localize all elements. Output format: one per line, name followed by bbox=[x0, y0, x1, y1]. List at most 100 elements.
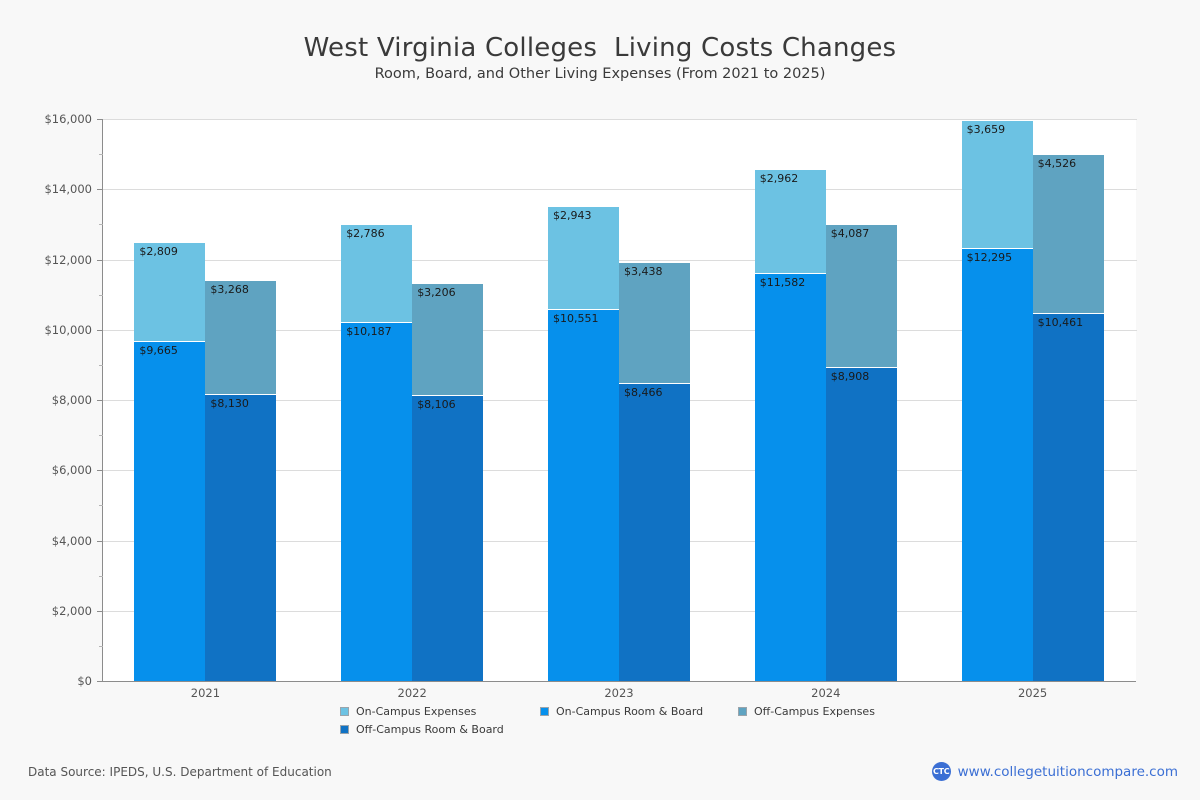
legend-item-off-campus-expenses[interactable]: Off-Campus Expenses bbox=[738, 702, 875, 720]
y-axis-label: $0 bbox=[77, 674, 92, 688]
legend-item-off-campus-room-board[interactable]: Off-Campus Room & Board bbox=[340, 720, 504, 738]
y-tick-minor bbox=[99, 294, 103, 296]
bar-segment-off-campus-room-board-2023[interactable]: $8,466 bbox=[619, 383, 690, 681]
legend-swatch-icon bbox=[340, 724, 349, 734]
brand-url-link[interactable]: www.collegetuitioncompare.com bbox=[957, 763, 1178, 780]
y-tick-major bbox=[97, 540, 103, 542]
bar-segment-on-campus-expenses-2024[interactable]: $2,962 bbox=[754, 170, 826, 275]
bar-value-label: $10,187 bbox=[346, 325, 392, 339]
ctc-logo-icon: CTC bbox=[931, 762, 951, 781]
bar-value-label: $3,438 bbox=[624, 264, 663, 278]
page-title: West Virginia Colleges Living Costs Chan… bbox=[303, 33, 897, 63]
x-axis-label-2023: 2023 bbox=[604, 686, 634, 700]
y-tick-major bbox=[97, 259, 103, 261]
y-tick-major bbox=[97, 329, 103, 331]
y-tick-minor bbox=[99, 505, 103, 507]
y-axis-label: $16,000 bbox=[44, 112, 92, 126]
data-source-note: Data Source: IPEDS, U.S. Department of E… bbox=[28, 765, 332, 779]
bar-group-2025: $12,295 $3,659 $10,461 $4,526 bbox=[961, 119, 1104, 681]
y-tick-major bbox=[97, 610, 103, 612]
x-axis-label-2024: 2024 bbox=[811, 686, 841, 700]
bar-segment-on-campus-room-board-2022[interactable]: $10,187 bbox=[341, 323, 413, 681]
y-tick-minor bbox=[99, 575, 103, 577]
y-tick-minor bbox=[99, 154, 103, 156]
bars-layer: $9,665 $2,809 $8,130 $3,268 $10,187 $2,786 $8,… bbox=[102, 119, 1136, 681]
bar-value-label: $3,659 bbox=[966, 122, 1006, 136]
y-tick-major bbox=[97, 400, 103, 401]
y-axis-label: $14,000 bbox=[44, 182, 92, 197]
bar-segment-off-campus-room-board-2024[interactable]: $8,908 bbox=[825, 368, 897, 681]
legend-label: On-Campus Room & Board bbox=[556, 704, 704, 718]
bar-segment-on-campus-expenses-2023[interactable]: $2,943 bbox=[548, 207, 619, 311]
bar-value-label: $2,962 bbox=[759, 172, 799, 186]
bar-value-label: $8,106 bbox=[417, 398, 456, 412]
legend-label: Off-Campus Room & Board bbox=[356, 722, 504, 736]
bar-value-label: $8,466 bbox=[624, 385, 663, 399]
x-axis-label-2025: 2025 bbox=[1017, 686, 1048, 700]
y-tick-major bbox=[97, 470, 103, 472]
bar-value-label: $12,295 bbox=[966, 251, 1013, 265]
legend-item-on-campus-expenses[interactable]: On-Campus Expenses bbox=[340, 702, 476, 720]
bar-segment-off-campus-expenses-2024[interactable]: $4,087 bbox=[825, 224, 897, 369]
y-axis-label: $8,000 bbox=[51, 393, 92, 407]
bar-segment-off-campus-room-board-2025[interactable]: $10,461 bbox=[1032, 313, 1104, 681]
bar-segment-on-campus-room-board-2023[interactable]: $10,551 bbox=[548, 310, 619, 681]
bar-segment-off-campus-room-board-2021[interactable]: $8,130 bbox=[205, 395, 277, 681]
y-axis-label: $10,000 bbox=[44, 322, 92, 337]
y-axis-label: $2,000 bbox=[51, 603, 92, 618]
y-tick-major bbox=[97, 189, 103, 191]
bar-value-label: $4,526 bbox=[1037, 156, 1077, 170]
y-tick-minor bbox=[99, 224, 103, 226]
y-gridline bbox=[103, 189, 1137, 191]
y-tick-minor bbox=[99, 364, 103, 366]
bar-value-label: $2,943 bbox=[553, 209, 592, 223]
bar-value-label: $8,908 bbox=[830, 370, 870, 384]
chart-legend: On-Campus Expenses On-Campus Room & Board… bbox=[340, 702, 880, 738]
bar-segment-off-campus-expenses-2023[interactable]: $3,438 bbox=[619, 262, 690, 384]
bar-value-label: $10,551 bbox=[553, 312, 599, 326]
bar-group-2023: $10,551 $2,943 $8,466 $3,438 bbox=[548, 119, 690, 681]
legend-row: On-Campus Expenses On-Campus Room & Board… bbox=[340, 702, 880, 720]
bar-segment-on-campus-expenses-2021[interactable]: $2,809 bbox=[134, 242, 206, 342]
y-tick-minor bbox=[99, 645, 103, 647]
y-gridline bbox=[103, 259, 1137, 261]
legend-swatch-icon bbox=[738, 706, 747, 716]
bar-segment-off-campus-expenses-2021[interactable]: $3,268 bbox=[205, 280, 277, 396]
y-tick-major bbox=[97, 681, 103, 682]
y-axis-label: $4,000 bbox=[51, 533, 92, 548]
bar-value-label: $4,087 bbox=[830, 226, 870, 240]
bar-segment-off-campus-room-board-2022[interactable]: $8,106 bbox=[412, 396, 484, 681]
legend-swatch-icon bbox=[340, 706, 349, 716]
bar-group-2021: $9,665 $2,809 $8,130 $3,268 bbox=[134, 119, 277, 681]
x-axis-line bbox=[102, 681, 1136, 682]
legend-label: Off-Campus Expenses bbox=[754, 704, 875, 718]
brand-footer[interactable]: CTC www.collegetuitioncompare.com bbox=[931, 762, 1178, 781]
bar-segment-off-campus-expenses-2025[interactable]: $4,526 bbox=[1032, 154, 1104, 314]
x-axis-label-2022: 2022 bbox=[397, 686, 427, 700]
legend-swatch-icon bbox=[540, 706, 549, 716]
bar-value-label: $9,665 bbox=[139, 343, 178, 357]
legend-row: Off-Campus Room & Board bbox=[340, 720, 880, 738]
y-axis-label: $12,000 bbox=[44, 252, 92, 267]
y-gridline bbox=[103, 119, 1137, 120]
y-axis-label: $6,000 bbox=[51, 463, 92, 478]
y-tick-minor bbox=[99, 435, 103, 437]
legend-item-on-campus-room-board[interactable]: On-Campus Room & Board bbox=[540, 702, 703, 720]
bar-value-label: $3,206 bbox=[417, 285, 456, 299]
bar-value-label: $8,130 bbox=[210, 397, 249, 411]
bar-segment-on-campus-room-board-2024[interactable]: $11,582 bbox=[754, 274, 826, 681]
bar-segment-on-campus-room-board-2025[interactable]: $12,295 bbox=[961, 249, 1033, 681]
bar-value-label: $3,268 bbox=[210, 282, 249, 296]
y-tick-major bbox=[97, 119, 103, 120]
x-axis-label-2021: 2021 bbox=[190, 686, 221, 700]
bar-segment-on-campus-expenses-2025[interactable]: $3,659 bbox=[961, 120, 1033, 250]
bar-segment-off-campus-expenses-2022[interactable]: $3,206 bbox=[412, 283, 484, 397]
legend-label: On-Campus Expenses bbox=[356, 704, 477, 718]
bar-group-2024: $11,582 $2,962 $8,908 $4,087 bbox=[754, 119, 897, 681]
bar-value-label: $2,809 bbox=[139, 244, 178, 258]
bar-value-label: $2,786 bbox=[346, 227, 385, 241]
bar-segment-on-campus-expenses-2022[interactable]: $2,786 bbox=[341, 225, 413, 324]
bar-segment-on-campus-room-board-2021[interactable]: $9,665 bbox=[134, 341, 206, 681]
bar-value-label: $11,582 bbox=[759, 276, 806, 290]
